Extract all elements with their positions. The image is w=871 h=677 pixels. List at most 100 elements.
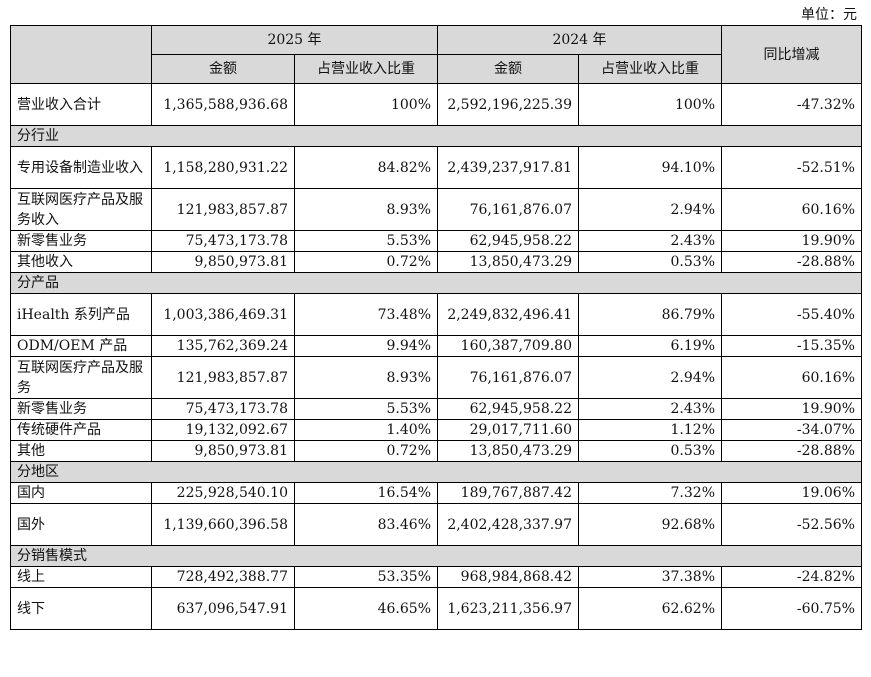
table-row: 线上 728,492,388.77 53.35% 968,984,868.42 37.3…	[10, 566, 862, 588]
header-ratio-2024: 占营业收入比重	[578, 54, 722, 84]
row-amount-2025: 637,096,547.91	[151, 587, 295, 630]
table-row: 其他 9,850,973.81 0.72% 13,850,473.29 0.53% -28…	[10, 440, 862, 462]
row-amount-2025: 1,158,280,931.22	[151, 146, 295, 189]
row-amount-2025: 75,473,173.78	[151, 398, 295, 420]
row-label: 互联网医疗产品及服务收入	[10, 188, 152, 231]
table-row: 其他收入 9,850,973.81 0.72% 13,850,473.29 0.53% -…	[10, 251, 862, 273]
row-label: 专用设备制造业收入	[10, 146, 152, 189]
table-header: 2025 年 2024 年 同比增减 金额 占营业收入比重 金额 占营业收入比重	[10, 25, 862, 84]
row-amount-2024: 76,161,876.07	[437, 188, 579, 231]
row-amount-2025: 1,139,660,396.58	[151, 503, 295, 546]
row-amount-2025: 225,928,540.10	[151, 482, 295, 504]
section-row: 分地区	[10, 461, 862, 483]
total-row: 营业收入合计 1,365,588,936.68 100% 2,592,196,2…	[10, 83, 862, 126]
row-ratio-2025: 46.65%	[294, 587, 438, 630]
table-body: 营业收入合计 1,365,588,936.68 100% 2,592,196,2…	[10, 83, 862, 630]
row-ratio-2025: 16.54%	[294, 482, 438, 504]
row-amount-2025: 19,132,092.67	[151, 419, 295, 441]
row-ratio-2025: 84.82%	[294, 146, 438, 189]
row-amount-2024: 2,439,237,917.81	[437, 146, 579, 189]
row-yoy: 60.16%	[721, 188, 862, 231]
row-label: 其他收入	[10, 251, 152, 273]
row-ratio-2024: 0.53%	[578, 251, 722, 273]
row-yoy: -24.82%	[721, 566, 862, 588]
row-amount-2025: 1,003,386,469.31	[151, 293, 295, 336]
header-yoy: 同比增减	[721, 25, 862, 84]
total-amount-2025: 1,365,588,936.68	[151, 83, 295, 126]
row-amount-2025: 121,983,857.87	[151, 356, 295, 399]
total-label: 营业收入合计	[10, 83, 152, 126]
row-ratio-2025: 1.40%	[294, 419, 438, 441]
row-amount-2024: 13,850,473.29	[437, 251, 579, 273]
row-amount-2024: 76,161,876.07	[437, 356, 579, 399]
section-row: 分销售模式	[10, 545, 862, 567]
table-row: 新零售业务 75,473,173.78 5.53% 62,945,958.22 2.43…	[10, 230, 862, 252]
row-label: 线上	[10, 566, 152, 588]
table-row: 线下 637,096,547.91 46.65% 1,623,211,356.97 62…	[10, 587, 862, 630]
row-amount-2024: 968,984,868.42	[437, 566, 579, 588]
row-yoy: -52.51%	[721, 146, 862, 189]
row-amount-2025: 135,762,369.24	[151, 335, 295, 357]
row-label: 传统硬件产品	[10, 419, 152, 441]
row-ratio-2024: 37.38%	[578, 566, 722, 588]
row-label: 新零售业务	[10, 230, 152, 252]
row-yoy: -55.40%	[721, 293, 862, 336]
total-ratio-2025: 100%	[294, 83, 438, 126]
section-title: 分行业	[10, 125, 862, 147]
section-title: 分销售模式	[10, 545, 862, 567]
row-amount-2025: 75,473,173.78	[151, 230, 295, 252]
row-label: iHealth 系列产品	[10, 293, 152, 336]
row-amount-2024: 2,249,832,496.41	[437, 293, 579, 336]
row-amount-2024: 62,945,958.22	[437, 230, 579, 252]
table-row: 传统硬件产品 19,132,092.67 1.40% 29,017,711.60 1.1…	[10, 419, 862, 441]
row-ratio-2024: 92.68%	[578, 503, 722, 546]
row-amount-2024: 160,387,709.80	[437, 335, 579, 357]
header-year-2025: 2025 年	[151, 25, 438, 55]
row-ratio-2024: 2.43%	[578, 398, 722, 420]
row-amount-2024: 62,945,958.22	[437, 398, 579, 420]
row-amount-2024: 29,017,711.60	[437, 419, 579, 441]
row-amount-2024: 1,623,211,356.97	[437, 587, 579, 630]
row-yoy: 60.16%	[721, 356, 862, 399]
row-label: 新零售业务	[10, 398, 152, 420]
section-row: 分产品	[10, 272, 862, 294]
row-yoy: 19.06%	[721, 482, 862, 504]
row-ratio-2024: 62.62%	[578, 587, 722, 630]
section-title: 分地区	[10, 461, 862, 483]
table-row: 国内 225,928,540.10 16.54% 189,767,887.42 7.32…	[10, 482, 862, 504]
row-ratio-2025: 0.72%	[294, 440, 438, 462]
row-ratio-2024: 86.79%	[578, 293, 722, 336]
section-title: 分产品	[10, 272, 862, 294]
table-row: 新零售业务 75,473,173.78 5.53% 62,945,958.22 2.43…	[10, 398, 862, 420]
row-yoy: -34.07%	[721, 419, 862, 441]
row-ratio-2025: 9.94%	[294, 335, 438, 357]
row-ratio-2025: 83.46%	[294, 503, 438, 546]
revenue-breakdown-table: 2025 年 2024 年 同比增减 金额 占营业收入比重 金额 占营业收入比重…	[10, 25, 862, 630]
row-ratio-2024: 6.19%	[578, 335, 722, 357]
row-ratio-2024: 2.43%	[578, 230, 722, 252]
unit-label: 单位：元	[801, 7, 857, 23]
row-ratio-2025: 5.53%	[294, 398, 438, 420]
table-row: iHealth 系列产品 1,003,386,469.31 73.48% 2,249,…	[10, 293, 862, 336]
row-amount-2025: 728,492,388.77	[151, 566, 295, 588]
row-label: 线下	[10, 587, 152, 630]
table-row: ODM/OEM 产品 135,762,369.24 9.94% 160,387,709…	[10, 335, 862, 357]
table-row: 专用设备制造业收入 1,158,280,931.22 84.82% 2,439,237…	[10, 146, 862, 189]
row-amount-2024: 13,850,473.29	[437, 440, 579, 462]
row-amount-2025: 9,850,973.81	[151, 440, 295, 462]
section-row: 分行业	[10, 125, 862, 147]
row-label: 国内	[10, 482, 152, 504]
row-ratio-2024: 0.53%	[578, 440, 722, 462]
row-yoy: 19.90%	[721, 398, 862, 420]
header-amount-2024: 金额	[437, 54, 579, 84]
header-year-2024: 2024 年	[437, 25, 722, 55]
total-ratio-2024: 100%	[578, 83, 722, 126]
row-ratio-2025: 8.93%	[294, 356, 438, 399]
row-amount-2025: 121,983,857.87	[151, 188, 295, 231]
header-ratio-2025: 占营业收入比重	[294, 54, 438, 84]
row-label: ODM/OEM 产品	[10, 335, 152, 357]
row-yoy: -28.88%	[721, 251, 862, 273]
header-blank-cell	[10, 25, 152, 84]
table-row: 国外 1,139,660,396.58 83.46% 2,402,428,337.97…	[10, 503, 862, 546]
total-yoy: -47.32%	[721, 83, 862, 126]
